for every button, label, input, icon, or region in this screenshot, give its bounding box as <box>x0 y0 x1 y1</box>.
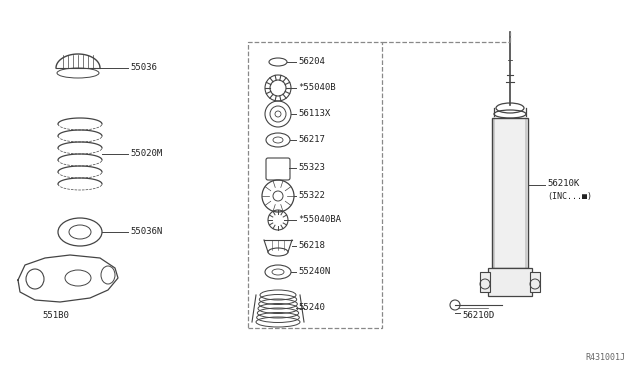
Bar <box>488 268 532 296</box>
Text: R431001J: R431001J <box>585 353 625 362</box>
Text: 55240N: 55240N <box>298 267 330 276</box>
Text: 56113X: 56113X <box>298 109 330 119</box>
Text: 55323: 55323 <box>298 164 325 173</box>
Bar <box>492 118 528 268</box>
Text: 56218: 56218 <box>298 241 325 250</box>
Text: 55036N: 55036N <box>130 228 163 237</box>
Text: 55240: 55240 <box>298 304 325 312</box>
Text: 55322: 55322 <box>298 192 325 201</box>
Text: (INC...■): (INC...■) <box>547 192 592 201</box>
Bar <box>480 272 490 292</box>
Text: 56210K: 56210K <box>547 179 579 187</box>
Text: 56204: 56204 <box>298 58 325 67</box>
Bar <box>248 42 382 328</box>
Text: 56210D: 56210D <box>462 311 494 320</box>
Bar <box>530 272 540 292</box>
Text: 55036: 55036 <box>130 64 157 73</box>
Text: *55040B: *55040B <box>298 83 335 93</box>
Text: 55020M: 55020M <box>130 150 163 158</box>
Text: *55040BA: *55040BA <box>298 215 341 224</box>
Text: 56217: 56217 <box>298 135 325 144</box>
Text: 551B0: 551B0 <box>42 311 69 320</box>
